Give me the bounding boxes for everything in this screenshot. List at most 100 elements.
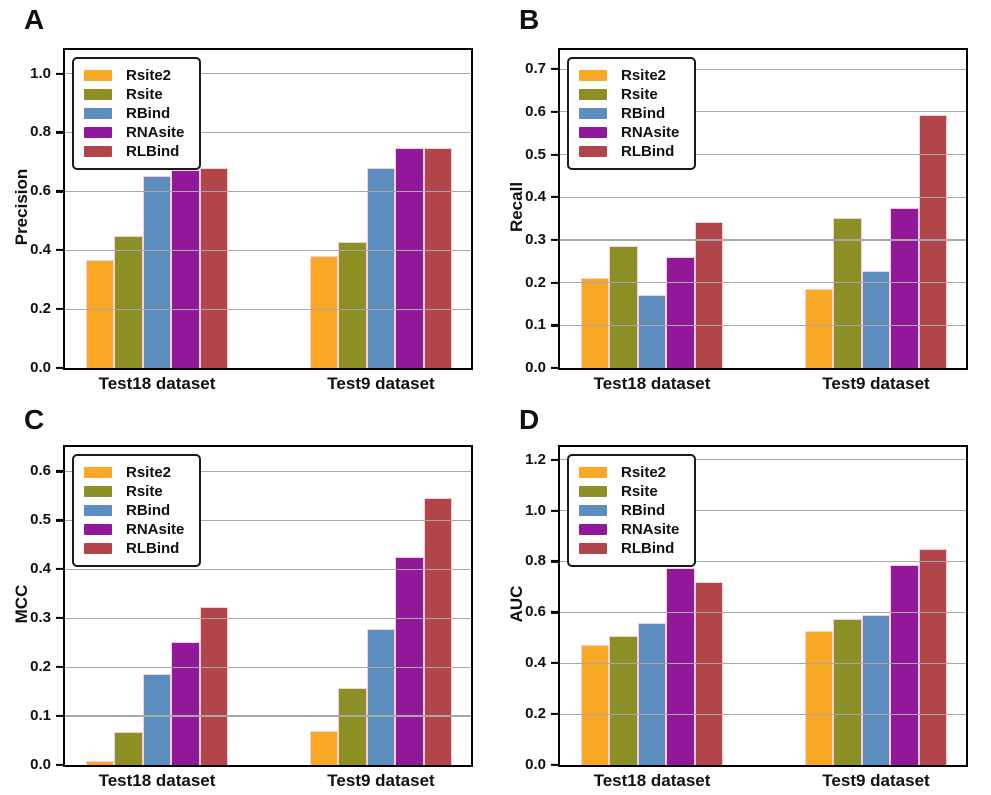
bar-rlbind-0 bbox=[199, 168, 229, 368]
bar-rlbind-0 bbox=[199, 607, 229, 765]
bar-rsite-1 bbox=[833, 619, 862, 765]
bar-rsite2-0 bbox=[580, 277, 610, 368]
bar-rbind-1 bbox=[366, 168, 396, 368]
panel-letter: B bbox=[519, 4, 540, 35]
gridline bbox=[65, 72, 471, 75]
y-tick-mark bbox=[550, 713, 558, 716]
legend-item: RLBind bbox=[84, 539, 184, 558]
legend-label: RBind bbox=[126, 502, 171, 519]
legend-swatch-rnasite bbox=[579, 127, 607, 138]
gridline bbox=[65, 519, 471, 521]
legend-swatch-rlbind bbox=[84, 146, 112, 157]
gridline bbox=[560, 111, 966, 113]
legend-swatch-rlbind bbox=[579, 146, 607, 157]
legend-item: Rsite bbox=[84, 85, 184, 104]
panel-letter: A bbox=[24, 4, 45, 35]
bar-rsite-1 bbox=[338, 688, 367, 765]
gridline bbox=[560, 459, 966, 461]
bar-rbind-1 bbox=[861, 614, 891, 765]
y-tick-mark bbox=[55, 308, 63, 311]
gridline bbox=[65, 617, 471, 619]
bar-rsite2-0 bbox=[85, 761, 115, 765]
legend-swatch-rsite bbox=[84, 486, 112, 497]
y-tick-label: 0.2 bbox=[525, 705, 546, 723]
x-category-label: Test18 dataset bbox=[593, 771, 711, 790]
gridline bbox=[65, 470, 471, 473]
y-tick-mark bbox=[55, 72, 63, 75]
legend-item: Rsite2 bbox=[84, 463, 184, 482]
bar-rsite2-1 bbox=[309, 730, 339, 765]
y-tick-label: 0.4 bbox=[525, 654, 546, 672]
legend-item: RBind bbox=[579, 104, 679, 123]
legend-swatch-rnasite bbox=[84, 127, 112, 138]
gridline bbox=[65, 666, 471, 668]
legend: Rsite2 Rsite RBind RNAsite RLBind bbox=[72, 454, 202, 567]
legend-label: RLBind bbox=[126, 540, 180, 557]
legend-item: Rsite bbox=[84, 482, 184, 501]
y-axis-label: Recall bbox=[507, 181, 526, 233]
axes-box: 0.0 0.2 0.4 0.6 0.8 1.0 Test18 dataset Test9 da… bbox=[30, 48, 473, 393]
bar-rsite-0 bbox=[114, 731, 143, 765]
y-tick-label: 0.0 bbox=[525, 756, 546, 774]
panel-mcc: C MCC 0.0 0.1 0.2 0.3 0.4 0.5 0.6 Test18 dataset T… bbox=[0, 400, 495, 795]
legend-swatch-rsite2 bbox=[579, 70, 607, 81]
bar-rbind-0 bbox=[637, 623, 667, 765]
bar-rnasite-1 bbox=[395, 148, 424, 368]
bar-rsite2-0 bbox=[580, 645, 610, 765]
bar-rbind-0 bbox=[637, 295, 667, 368]
y-tick-label: 1.0 bbox=[30, 64, 51, 82]
bar-rlbind-1 bbox=[918, 114, 948, 368]
legend-swatch-rsite bbox=[579, 486, 607, 497]
y-tick-mark bbox=[55, 666, 63, 669]
legend-label: Rsite bbox=[621, 86, 658, 103]
bar-rsite-0 bbox=[609, 635, 638, 765]
axes-box: 0.0 0.1 0.2 0.3 0.4 0.5 0.6 Test18 dataset Test9… bbox=[30, 445, 473, 790]
gridline bbox=[65, 308, 471, 310]
legend-item: Rsite2 bbox=[84, 66, 184, 85]
bar-rsite-0 bbox=[114, 236, 143, 368]
legend-swatch-rbind bbox=[579, 108, 607, 119]
legend-item: Rsite bbox=[579, 482, 679, 501]
panel-precision: A Precision 0.0 0.2 0.4 0.6 0.8 1.0 Test18 datas… bbox=[0, 0, 495, 400]
legend-swatch-rnasite bbox=[579, 524, 607, 535]
gridline bbox=[560, 611, 966, 613]
gridline bbox=[560, 153, 966, 156]
legend-label: Rsite bbox=[621, 483, 658, 500]
x-category-label: Test9 dataset bbox=[327, 771, 435, 790]
bar-rnasite-0 bbox=[666, 567, 695, 765]
y-tick-label: 0.3 bbox=[525, 231, 546, 249]
y-tick-mark bbox=[55, 714, 63, 718]
legend-swatch-rbind bbox=[84, 505, 112, 516]
bar-rbind-0 bbox=[142, 175, 172, 368]
legend-swatch-rsite2 bbox=[84, 467, 112, 478]
y-tick-mark bbox=[55, 366, 63, 370]
y-tick-label: 0.6 bbox=[525, 603, 546, 621]
legend-item: RLBind bbox=[84, 142, 184, 161]
legend-swatch-rnasite bbox=[84, 524, 112, 535]
y-tick-mark bbox=[55, 249, 63, 252]
bar-rnasite-0 bbox=[171, 170, 200, 368]
y-tick-label: 1.2 bbox=[525, 450, 546, 468]
legend-item: Rsite2 bbox=[579, 66, 679, 85]
y-tick-label: 0.6 bbox=[30, 182, 51, 200]
gridline bbox=[65, 249, 471, 251]
gridline bbox=[65, 715, 471, 717]
y-tick-label: 0.2 bbox=[525, 273, 546, 291]
x-category-label: Test18 dataset bbox=[98, 771, 216, 790]
legend-label: RBind bbox=[621, 502, 666, 519]
bar-rnasite-1 bbox=[890, 207, 919, 368]
gridline bbox=[560, 324, 966, 326]
legend-label: RNAsite bbox=[621, 521, 680, 538]
y-tick-label: 0.6 bbox=[525, 103, 546, 121]
y-tick-label: 0.3 bbox=[30, 609, 51, 627]
legend-item: RBind bbox=[84, 501, 184, 520]
legend-label: Rsite2 bbox=[126, 67, 172, 84]
y-tick-mark bbox=[55, 190, 63, 193]
y-tick-label: 0.1 bbox=[30, 707, 51, 725]
y-tick-label: 0.4 bbox=[30, 560, 51, 578]
y-tick-mark bbox=[550, 366, 558, 370]
legend-label: RNAsite bbox=[126, 521, 185, 538]
bar-rlbind-1 bbox=[918, 549, 948, 765]
legend-swatch-rsite2 bbox=[84, 70, 112, 81]
y-tick-mark bbox=[55, 131, 63, 134]
